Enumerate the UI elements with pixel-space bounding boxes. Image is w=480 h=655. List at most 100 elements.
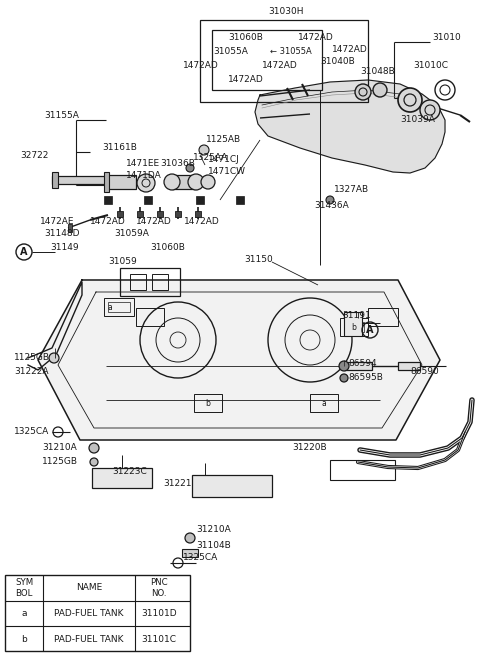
- Text: 32722: 32722: [20, 151, 48, 160]
- Circle shape: [420, 100, 440, 120]
- Circle shape: [326, 196, 334, 204]
- Circle shape: [199, 145, 209, 155]
- Text: 31220B: 31220B: [292, 443, 326, 453]
- Text: NAME: NAME: [76, 584, 102, 593]
- Bar: [175, 211, 181, 217]
- Text: A: A: [20, 247, 28, 257]
- Text: 31222A: 31222A: [14, 367, 48, 377]
- Text: 31036B: 31036B: [160, 159, 195, 168]
- Bar: [344, 362, 372, 370]
- Text: 31048B: 31048B: [360, 67, 395, 77]
- Circle shape: [185, 533, 195, 543]
- Bar: [344, 312, 362, 336]
- Circle shape: [398, 88, 422, 112]
- Text: 31101D: 31101D: [141, 610, 177, 618]
- Bar: [68, 224, 72, 232]
- Bar: [5, 575, 190, 651]
- Text: a: a: [322, 400, 326, 409]
- Text: 31060B: 31060B: [150, 244, 185, 252]
- Bar: [182, 549, 198, 557]
- Text: 86594: 86594: [348, 360, 377, 369]
- Text: 31221: 31221: [163, 479, 192, 487]
- Text: 31223C: 31223C: [112, 468, 147, 476]
- Text: 1325AA: 1325AA: [193, 153, 228, 162]
- Text: 86590: 86590: [410, 367, 439, 377]
- Bar: [330, 460, 395, 480]
- Text: 31104B: 31104B: [196, 540, 231, 550]
- Bar: [196, 196, 204, 204]
- Text: ← 31055A: ← 31055A: [270, 48, 312, 56]
- Text: 1125GB: 1125GB: [42, 457, 78, 466]
- Text: 31039A: 31039A: [400, 115, 435, 124]
- Text: 1471CW: 1471CW: [208, 168, 246, 176]
- Text: 31191: 31191: [342, 310, 371, 320]
- Bar: [117, 211, 123, 217]
- Bar: [195, 211, 201, 217]
- Bar: [120, 268, 180, 296]
- Bar: [172, 175, 196, 189]
- Circle shape: [186, 164, 194, 172]
- Text: SYM
BOL: SYM BOL: [15, 578, 33, 598]
- Text: 31210A: 31210A: [196, 525, 231, 534]
- Text: 31436A: 31436A: [314, 200, 349, 210]
- Text: 1472AD: 1472AD: [184, 217, 220, 227]
- Text: b: b: [21, 635, 27, 643]
- Bar: [212, 30, 322, 90]
- Circle shape: [137, 174, 155, 192]
- Bar: [52, 176, 110, 184]
- Text: 1325CA: 1325CA: [183, 553, 218, 563]
- Text: 1472AE: 1472AE: [40, 217, 74, 227]
- Bar: [52, 172, 58, 188]
- Text: 1125GB: 1125GB: [14, 354, 50, 362]
- Circle shape: [49, 353, 59, 363]
- Bar: [194, 394, 222, 412]
- Text: 1472AD: 1472AD: [90, 217, 126, 227]
- Text: 31030H: 31030H: [268, 7, 303, 16]
- Bar: [92, 468, 152, 488]
- Text: PNC
NO.: PNC NO.: [150, 578, 168, 598]
- Bar: [340, 318, 368, 336]
- Circle shape: [188, 174, 204, 190]
- Bar: [137, 211, 143, 217]
- Text: 1471CJ: 1471CJ: [208, 155, 240, 164]
- Bar: [108, 302, 130, 312]
- Bar: [104, 172, 109, 192]
- Text: A: A: [366, 325, 374, 335]
- Text: 31059: 31059: [108, 257, 137, 267]
- Bar: [398, 362, 420, 370]
- Text: 31055A: 31055A: [213, 48, 248, 56]
- Polygon shape: [255, 80, 445, 173]
- Text: 1471EE: 1471EE: [126, 159, 160, 168]
- Text: 31010C: 31010C: [413, 60, 448, 69]
- Text: 1125AB: 1125AB: [206, 136, 241, 145]
- Polygon shape: [38, 280, 440, 440]
- Text: PAD-FUEL TANK: PAD-FUEL TANK: [54, 610, 124, 618]
- Circle shape: [339, 361, 349, 371]
- Text: 31040B: 31040B: [320, 58, 355, 67]
- Text: a: a: [21, 610, 27, 618]
- Bar: [152, 274, 168, 290]
- Circle shape: [373, 83, 387, 97]
- Circle shape: [355, 84, 371, 100]
- Text: 1472AD: 1472AD: [262, 60, 298, 69]
- Text: 31149: 31149: [50, 244, 79, 252]
- Bar: [157, 211, 163, 217]
- Text: 31155A: 31155A: [44, 111, 79, 119]
- Text: 31150: 31150: [244, 255, 273, 265]
- Text: 31060B: 31060B: [228, 33, 263, 43]
- Text: 31010: 31010: [432, 33, 461, 43]
- Text: 31059A: 31059A: [114, 229, 149, 238]
- Text: 1471DA: 1471DA: [126, 170, 162, 179]
- Circle shape: [89, 443, 99, 453]
- Bar: [200, 20, 368, 102]
- Bar: [236, 196, 244, 204]
- Text: 1472AD: 1472AD: [298, 33, 334, 43]
- Bar: [368, 308, 398, 326]
- Bar: [144, 196, 152, 204]
- Text: 1472AD: 1472AD: [332, 45, 368, 54]
- Bar: [130, 274, 146, 290]
- Text: a: a: [108, 303, 112, 312]
- Text: 86595B: 86595B: [348, 373, 383, 383]
- Bar: [344, 322, 364, 332]
- Text: 31161B: 31161B: [102, 143, 137, 153]
